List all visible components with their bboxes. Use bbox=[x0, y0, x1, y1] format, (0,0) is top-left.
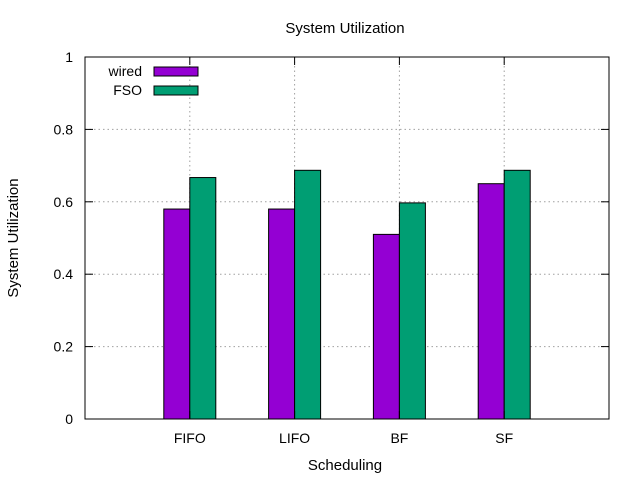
x-axis-label: Scheduling bbox=[308, 457, 382, 474]
x-tick-label: LIFO bbox=[279, 430, 310, 446]
legend-swatch-fso bbox=[153, 85, 199, 96]
legend: wired FSO bbox=[108, 63, 199, 98]
y-tick-label: 0.6 bbox=[54, 194, 74, 210]
bar-wired-lifo bbox=[268, 208, 296, 420]
bars bbox=[163, 169, 531, 420]
bar-fso-sf bbox=[503, 169, 531, 420]
legend-label: wired bbox=[108, 63, 142, 79]
y-tick-label: 0.2 bbox=[54, 339, 74, 355]
chart-title: System Utilization bbox=[285, 20, 404, 37]
x-tick-label: BF bbox=[390, 430, 408, 446]
y-tick-label: 0.8 bbox=[54, 121, 74, 137]
bar-wired-bf bbox=[372, 233, 400, 420]
axis-ticks: 0 0.2 0.4 0.6 0.8 1 FIFO LIFO BF SF bbox=[54, 49, 609, 446]
bar-fso-bf bbox=[398, 202, 426, 420]
bar-fso-fifo bbox=[189, 177, 217, 420]
y-axis-label: System Utilization bbox=[5, 178, 22, 297]
bar-fso-lifo bbox=[294, 169, 322, 420]
y-tick-label: 0 bbox=[65, 411, 73, 427]
bar-wired-sf bbox=[477, 183, 505, 420]
x-tick-label: SF bbox=[495, 430, 513, 446]
legend-swatch-wired bbox=[153, 66, 199, 77]
x-tick-label: FIFO bbox=[174, 430, 206, 446]
bar-wired-fifo bbox=[163, 208, 191, 420]
y-tick-label: 1 bbox=[65, 49, 73, 65]
legend-label: FSO bbox=[113, 82, 142, 98]
y-tick-label: 0.4 bbox=[54, 266, 74, 282]
plot-frame bbox=[84, 56, 610, 420]
